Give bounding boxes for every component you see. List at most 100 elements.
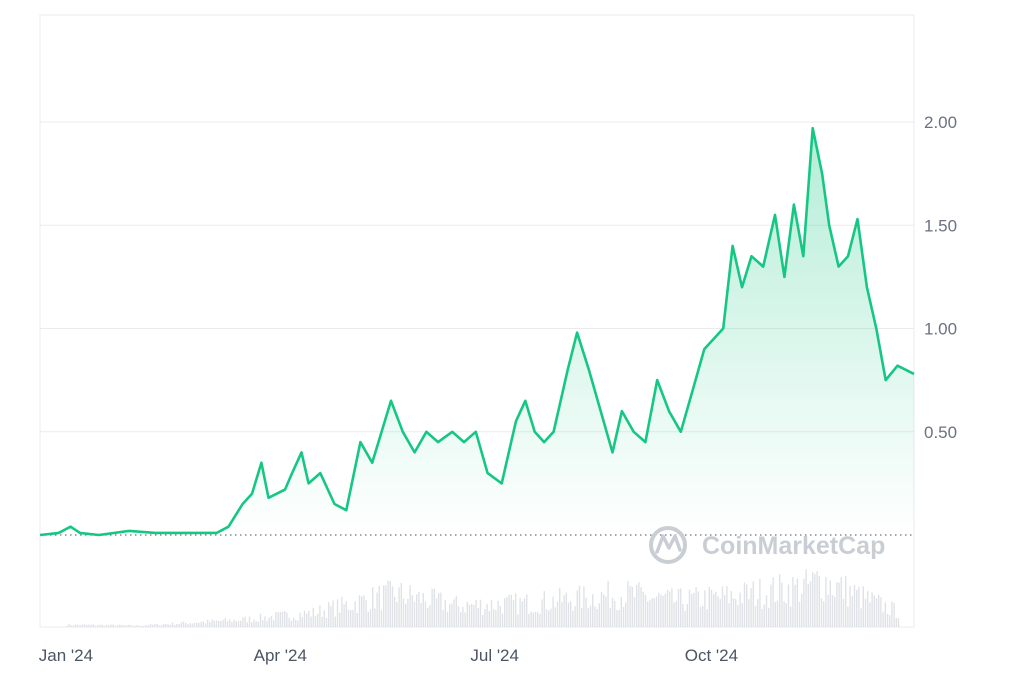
- volume-bar: [880, 597, 882, 627]
- volume-bar: [693, 593, 695, 627]
- volume-bar: [763, 604, 765, 627]
- volume-bar: [266, 620, 268, 627]
- volume-bar: [308, 610, 310, 627]
- volume-bar: [719, 599, 721, 627]
- y-tick-label: 1.00: [924, 320, 957, 339]
- volume-bar: [504, 598, 506, 627]
- volume-bar: [737, 605, 739, 627]
- coinmarketcap-logo-icon: [649, 526, 687, 564]
- volume-bar: [273, 620, 275, 627]
- volume-bar: [213, 620, 215, 627]
- x-tick-label: Oct '24: [685, 646, 738, 665]
- volume-bar: [774, 602, 776, 627]
- volume-bar: [473, 605, 475, 627]
- volume-bar: [253, 619, 255, 627]
- volume-bar: [460, 612, 462, 627]
- volume-bar: [378, 586, 380, 627]
- volume-bar: [856, 590, 858, 627]
- volume-bar: [735, 599, 737, 627]
- volume-bar: [286, 612, 288, 627]
- volume-bar: [224, 618, 226, 627]
- volume-bar: [103, 625, 105, 627]
- volume-bar: [772, 577, 774, 627]
- volume-bar: [677, 589, 680, 627]
- y-axis: 0.50 1.00 1.50 2.00: [924, 113, 957, 442]
- volume-bar: [561, 602, 563, 627]
- volume-bar: [310, 616, 312, 627]
- price-line[interactable]: [39, 126, 915, 537]
- volume-bar: [341, 596, 343, 627]
- volume-bar: [345, 601, 347, 627]
- volume-bar: [836, 582, 838, 627]
- volume-bar: [867, 591, 869, 627]
- volume-bar: [255, 621, 257, 627]
- volume-bar: [422, 593, 424, 627]
- volume-bar: [680, 588, 682, 627]
- volume-bar: [587, 608, 589, 627]
- volume-bar: [675, 601, 677, 627]
- volume-bar: [825, 577, 827, 627]
- volume-bar: [638, 582, 640, 627]
- volume-bar: [554, 607, 556, 627]
- volume-bar: [75, 624, 77, 627]
- volume-bar: [178, 623, 180, 627]
- volume-bar: [207, 619, 209, 627]
- volume-bar: [572, 610, 574, 627]
- volume-bar: [334, 616, 336, 627]
- volume-bar: [534, 611, 537, 627]
- volume-bar: [893, 602, 895, 627]
- volume-bar: [218, 621, 220, 627]
- volume-bar: [847, 606, 849, 627]
- volume-bar: [431, 588, 433, 627]
- volume-bar: [545, 609, 548, 627]
- volume-bar: [649, 600, 651, 627]
- volume-bar: [165, 624, 167, 627]
- volume-bar: [862, 586, 864, 627]
- volume-bar: [464, 612, 466, 627]
- volume-bar: [515, 593, 517, 627]
- volume-bar: [242, 617, 244, 627]
- volume-bar: [688, 589, 691, 627]
- volume-bar: [627, 581, 629, 627]
- volume-bar: [838, 582, 840, 627]
- volume-bar: [284, 611, 286, 627]
- volume-bar: [444, 600, 446, 627]
- volume-bar: [746, 584, 748, 627]
- volume-bar: [640, 587, 642, 627]
- volume-bar: [352, 610, 354, 627]
- volume-bar: [323, 610, 325, 627]
- volume-bar: [112, 624, 114, 627]
- volume-bar: [664, 593, 666, 627]
- x-tick-label: Apr '24: [254, 646, 307, 665]
- volume-bar: [598, 603, 600, 627]
- volume-bar: [669, 591, 671, 627]
- volume-bar: [585, 597, 587, 627]
- volume-bar: [823, 601, 825, 627]
- volume-bar: [328, 602, 330, 627]
- volume-bar: [446, 611, 449, 627]
- volume-bar: [625, 602, 627, 627]
- volume-bar: [154, 624, 156, 627]
- volume-bar: [812, 572, 814, 627]
- volume-bar: [171, 622, 174, 627]
- volume-bar: [897, 618, 900, 627]
- volume-bar: [633, 597, 636, 627]
- volume-bar: [864, 598, 867, 627]
- volume-bar: [662, 595, 664, 627]
- volume-bar: [438, 593, 440, 627]
- volume-bar: [246, 622, 248, 627]
- volume-bar: [83, 624, 86, 627]
- volume-bar: [72, 625, 75, 627]
- volume-bar: [875, 598, 878, 627]
- volume-bar: [468, 604, 471, 627]
- volume-bar: [429, 605, 431, 627]
- y-tick-label: 1.50: [924, 216, 957, 235]
- volume-bar: [636, 584, 638, 627]
- volume-bar: [211, 619, 213, 627]
- volume-bar: [394, 596, 396, 627]
- volume-bar: [292, 617, 295, 627]
- volume-bar: [618, 610, 620, 627]
- volume-bar: [563, 595, 565, 627]
- volume-bar: [455, 596, 457, 627]
- volume-bar: [530, 611, 532, 627]
